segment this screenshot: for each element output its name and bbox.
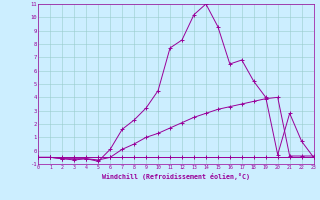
X-axis label: Windchill (Refroidissement éolien,°C): Windchill (Refroidissement éolien,°C) bbox=[102, 173, 250, 180]
